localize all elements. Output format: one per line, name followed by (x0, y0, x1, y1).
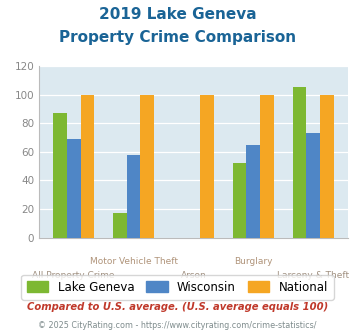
Bar (293, 87, 306, 238)
Bar (127, 155, 141, 238)
Text: All Property Crime: All Property Crime (33, 271, 115, 280)
Text: Motor Vehicle Theft: Motor Vehicle Theft (89, 257, 178, 266)
Legend: Lake Geneva, Wisconsin, National: Lake Geneva, Wisconsin, National (21, 275, 334, 300)
Text: Compared to U.S. average. (U.S. average equals 100): Compared to U.S. average. (U.S. average … (27, 302, 328, 312)
Bar (246, 145, 260, 238)
Bar (53, 113, 67, 238)
Text: Arson: Arson (181, 271, 206, 280)
Bar (141, 95, 154, 238)
Text: © 2025 CityRating.com - https://www.cityrating.com/crime-statistics/: © 2025 CityRating.com - https://www.city… (38, 321, 317, 330)
Bar (67, 139, 81, 238)
Bar (320, 95, 334, 238)
Text: Larceny & Theft: Larceny & Theft (277, 271, 349, 280)
Text: Property Crime Comparison: Property Crime Comparison (59, 30, 296, 45)
Text: Burglary: Burglary (234, 257, 273, 266)
Bar (200, 95, 214, 238)
Text: 2019 Lake Geneva: 2019 Lake Geneva (99, 7, 256, 21)
Bar (81, 95, 94, 238)
Bar (260, 95, 274, 238)
Bar (306, 133, 320, 238)
Bar (113, 213, 127, 238)
Bar (233, 163, 246, 238)
